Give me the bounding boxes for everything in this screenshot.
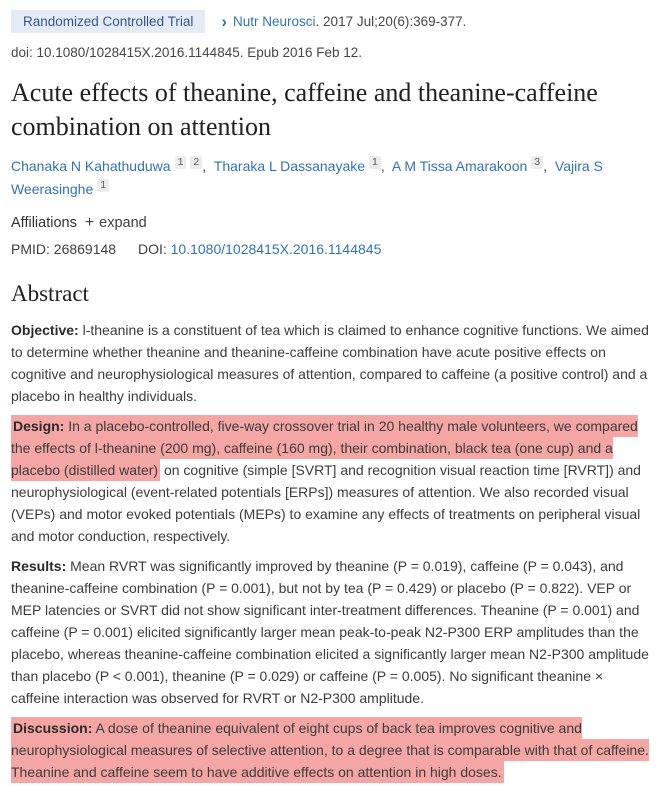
section-label: Results: <box>11 558 67 574</box>
doi-group: DOI: 10.1080/1028415X.2016.1144845 <box>138 241 381 257</box>
identifiers-row: PMID: 26869148 DOI: 10.1080/1028415X.201… <box>11 241 652 257</box>
publication-type-badge[interactable]: Randomized Controlled Trial <box>11 10 206 33</box>
expand-label: expand <box>99 215 147 231</box>
affiliation-sup[interactable]: 3 <box>531 156 544 169</box>
affiliations-expand-button[interactable]: + expand <box>85 214 147 232</box>
author: Chanaka N Kahathuduwa 1 2, <box>11 156 210 174</box>
author-link[interactable]: A M Tissa Amarakoon <box>391 158 528 174</box>
section-label: Design: <box>13 418 65 434</box>
abstract-results: Results: Mean RVRT was significantly imp… <box>11 555 652 709</box>
pmid-label: PMID: <box>11 241 50 257</box>
highlighted-text: Discussion: A dose of theanine equivalen… <box>11 717 649 783</box>
publication-meta-row: Randomized Controlled Trial › Nutr Neuro… <box>11 10 652 33</box>
highlighted-text: Design: In a placebo-controlled, five-wa… <box>11 415 638 481</box>
affiliations-label: Affiliations <box>11 215 77 231</box>
doi-label: DOI: <box>137 241 167 257</box>
abstract-heading: Abstract <box>11 281 89 306</box>
author-separator: , <box>202 158 207 174</box>
abstract-design: Design: In a placebo-controlled, five-wa… <box>11 415 652 547</box>
abstract-objective: Objective: l-theanine is a constituent o… <box>11 319 652 407</box>
affiliation-sup[interactable]: 1 <box>369 156 381 169</box>
author-link[interactable]: Vajira S Weerasinghe <box>11 158 603 197</box>
doi-epub-line: doi: 10.1080/1028415X.2016.1144845. Epub… <box>11 45 363 60</box>
pmid-value: 26869148 <box>53 241 117 257</box>
journal-link[interactable]: Nutr Neurosci <box>233 14 316 29</box>
author-link[interactable]: Tharaka L Dassanayake <box>213 158 366 174</box>
article-title: Acute effects of theanine, caffeine and … <box>11 78 598 141</box>
chevron-right-icon: › <box>221 12 228 31</box>
abstract-discussion: Discussion: A dose of theanine equivalen… <box>11 717 652 783</box>
author: Vajira S Weerasinghe 1 <box>11 158 603 197</box>
section-text: on cognitive (simple [SVRT] and recognit… <box>11 462 641 544</box>
author: A M Tissa Amarakoon 3, <box>391 156 551 174</box>
affiliation-sup[interactable]: 1 <box>97 179 110 192</box>
citation-text: . 2017 Jul;20(6):369-377. <box>315 14 467 29</box>
section-label: Objective: <box>11 322 79 338</box>
plus-icon: + <box>84 214 95 231</box>
author: Tharaka L Dassanayake 1, <box>213 156 389 174</box>
doi-link[interactable]: 10.1080/1028415X.2016.1144845 <box>170 241 382 257</box>
affiliation-sup[interactable]: 2 <box>190 156 203 169</box>
section-label: Discussion: <box>13 720 93 736</box>
author-separator: , <box>380 158 385 174</box>
section-text: l-theanine is a constituent of tea which… <box>11 322 649 404</box>
author-link[interactable]: Chanaka N Kahathuduwa <box>11 158 171 174</box>
affiliations-row: Affiliations + expand <box>11 214 652 232</box>
section-text: Mean RVRT was significantly improved by … <box>11 558 649 706</box>
affiliation-sup[interactable]: 1 <box>174 156 187 169</box>
author-separator: , <box>543 158 548 174</box>
authors-list: Chanaka N Kahathuduwa 1 2, Tharaka L Dassa… <box>11 155 641 201</box>
